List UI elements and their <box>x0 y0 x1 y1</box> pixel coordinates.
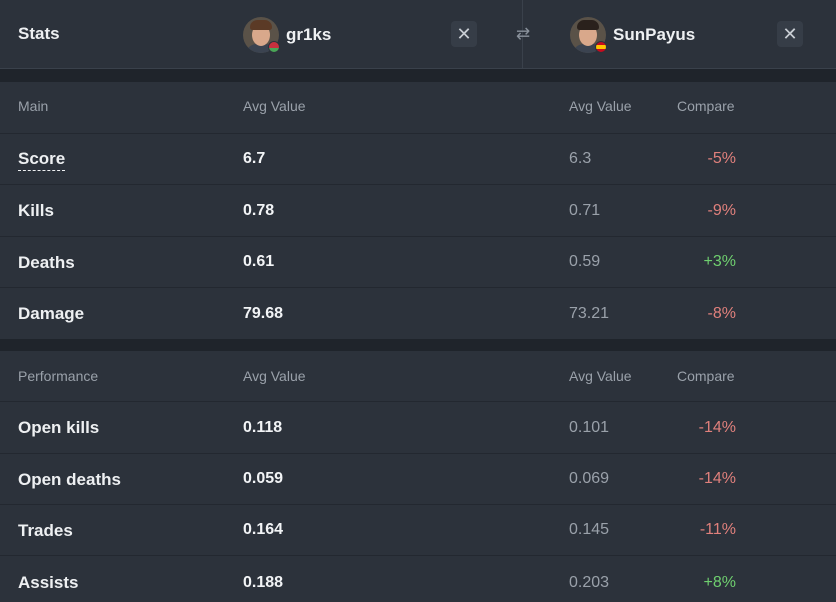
section-title: Main <box>18 98 49 114</box>
compare-header: Compare <box>677 98 735 114</box>
table-row: Kills 0.78 0.71 -9% <box>0 184 836 236</box>
main-stats-section: Main Avg Value Avg Value Compare Score 6… <box>0 82 836 339</box>
performance-header-row: Performance Avg Value Avg Value Compare <box>0 351 836 401</box>
remove-player1-button[interactable]: ✕ <box>451 21 477 47</box>
belarus-flag-icon <box>268 41 280 53</box>
avg-value-header: Avg Value <box>569 368 632 384</box>
compare-value: -14% <box>698 419 736 436</box>
close-icon: ✕ <box>456 24 472 44</box>
main-header-row: Main Avg Value Avg Value Compare <box>0 82 836 133</box>
metric-label: Damage <box>18 304 85 323</box>
player1-value: 0.164 <box>243 521 284 538</box>
player1-value: 0.188 <box>243 574 284 591</box>
compare-value: +3% <box>703 253 736 270</box>
player2-value: 0.069 <box>569 470 610 487</box>
swap-icon[interactable]: ⇄ <box>515 24 531 43</box>
table-row: Deaths 0.61 0.59 +3% <box>0 236 836 287</box>
compare-value: -9% <box>707 202 736 219</box>
compare-value: -5% <box>707 150 736 167</box>
player2-value: 73.21 <box>569 305 610 322</box>
table-row: Open kills 0.118 0.101 -14% <box>0 401 836 453</box>
avg-value-header: Avg Value <box>243 98 306 114</box>
avg-value-header: Avg Value <box>569 98 632 114</box>
compare-value: -14% <box>698 470 736 487</box>
player1-value: 0.78 <box>243 202 275 219</box>
player2-value: 0.203 <box>569 574 610 591</box>
table-row: Score 6.7 6.3 -5% <box>0 133 836 184</box>
metric-label: Assists <box>18 573 79 592</box>
table-row: Assists 0.188 0.203 +8% <box>0 555 836 602</box>
player1-value: 0.059 <box>243 470 284 487</box>
table-row: Trades 0.164 0.145 -11% <box>0 504 836 555</box>
player2-value: 0.145 <box>569 521 610 538</box>
player1-name[interactable]: gr1ks <box>286 25 332 44</box>
metric-label: Trades <box>18 521 73 540</box>
metric-label[interactable]: Score <box>18 149 66 171</box>
player2-value: 0.59 <box>569 253 601 270</box>
section-title: Performance <box>18 368 99 384</box>
remove-player2-button[interactable]: ✕ <box>777 21 803 47</box>
player2-value: 0.101 <box>569 419 610 436</box>
spain-flag-icon <box>595 41 607 53</box>
player2-chip[interactable]: SunPayus <box>570 16 695 54</box>
player2-name[interactable]: SunPayus <box>613 25 696 44</box>
player2-value: 0.71 <box>569 202 601 219</box>
player-avatar <box>243 17 279 53</box>
player1-value: 0.61 <box>243 253 275 270</box>
performance-stats-section: Performance Avg Value Avg Value Compare … <box>0 351 836 602</box>
metric-label: Deaths <box>18 253 75 272</box>
stats-title: Stats <box>18 24 60 43</box>
header-divider <box>522 0 523 69</box>
close-icon: ✕ <box>782 24 798 44</box>
table-row: Open deaths 0.059 0.069 -14% <box>0 453 836 504</box>
player1-chip[interactable]: gr1ks <box>243 16 331 54</box>
compare-value: +8% <box>703 574 736 591</box>
metric-label: Kills <box>18 201 54 220</box>
compare-value: -11% <box>699 521 736 538</box>
metric-label: Open kills <box>18 418 100 437</box>
table-row: Damage 79.68 73.21 -8% <box>0 287 836 339</box>
avg-value-header: Avg Value <box>243 368 306 384</box>
player1-value: 79.68 <box>243 305 284 322</box>
player2-value: 6.3 <box>569 150 592 167</box>
compare-header: Stats gr1ks ✕ ⇄ SunPayus ✕ <box>0 0 836 69</box>
compare-header: Compare <box>677 368 735 384</box>
player1-value: 6.7 <box>243 150 266 167</box>
compare-value: -8% <box>707 305 736 322</box>
player1-value: 0.118 <box>243 419 283 436</box>
metric-label: Open deaths <box>18 470 121 489</box>
